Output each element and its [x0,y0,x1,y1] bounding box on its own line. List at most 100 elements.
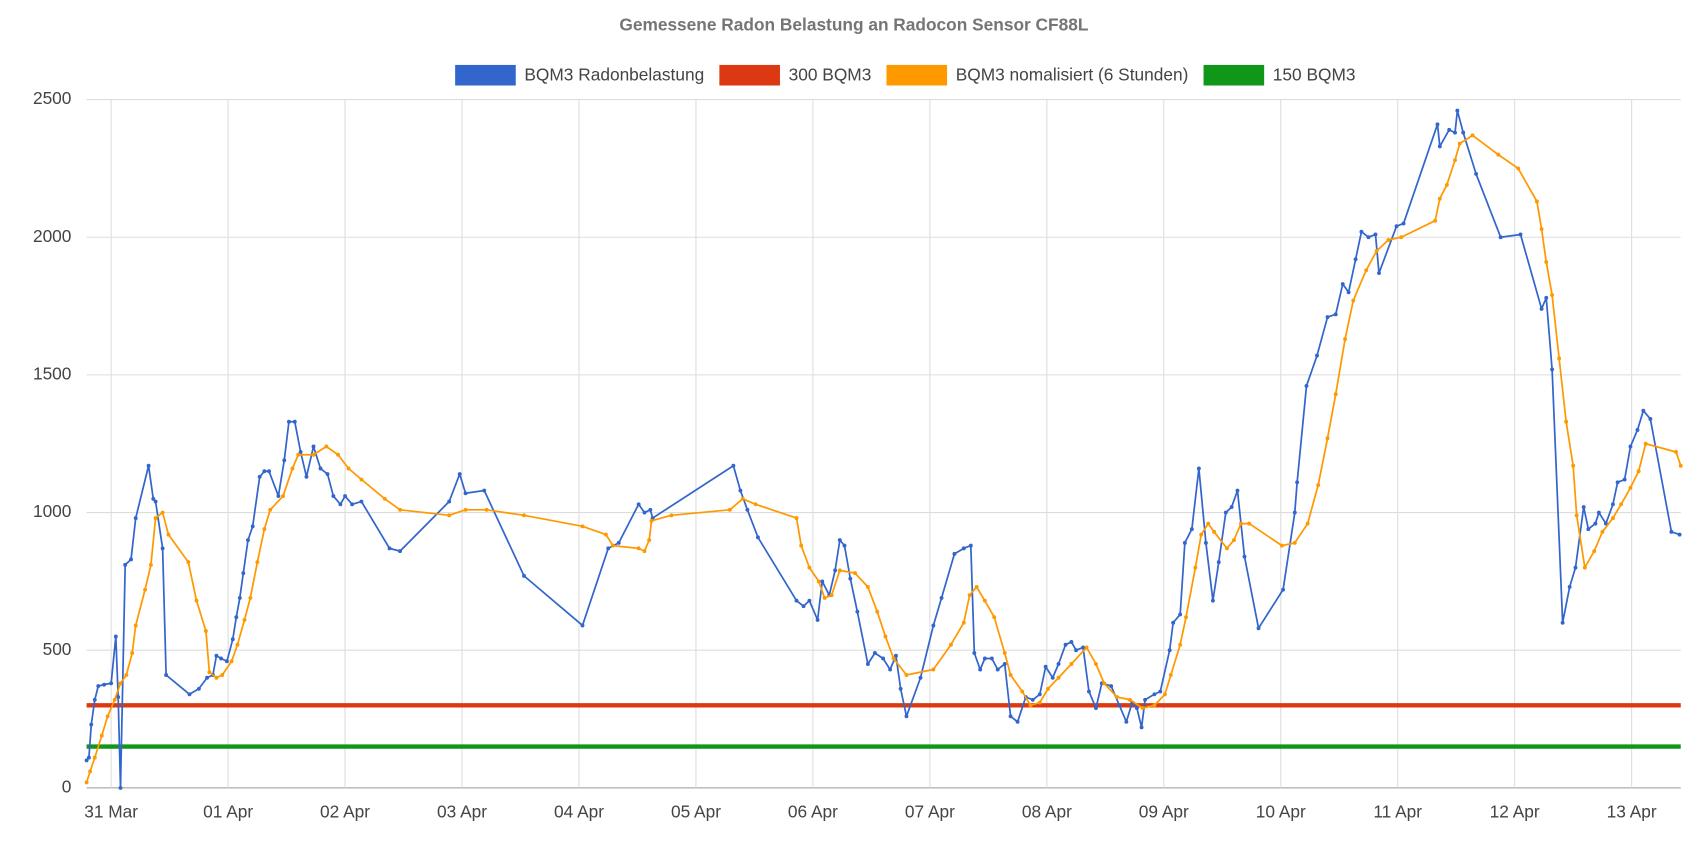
data-point [318,466,323,471]
data-point [1124,719,1129,724]
data-point [1359,229,1364,234]
data-point [918,675,923,680]
data-point [978,667,983,672]
data-point [203,629,208,633]
data-point [129,557,133,562]
data-point [234,615,239,620]
data-point [133,623,138,628]
plot-area [84,108,1683,790]
data-point [118,785,123,790]
data-point [1086,689,1091,694]
data-point [96,684,101,688]
data-point [669,513,674,518]
data-point [967,593,972,598]
x-tick-label: 11 Apr [1373,801,1422,821]
legend-item[interactable]: 300 BQM3 [719,64,871,86]
data-point [603,532,608,537]
legend-item[interactable]: BQM3 Radonbelastung [455,64,704,86]
data-point [1333,392,1338,397]
data-point [865,584,870,589]
data-point [1279,543,1284,548]
data-point [1206,521,1211,526]
x-tick-label: 31 Mar [84,801,138,821]
data-point [855,609,860,614]
data-point [1225,546,1229,551]
data-point [1056,675,1061,680]
data-point [1628,485,1633,490]
data-point [872,651,877,655]
data-point [286,419,291,424]
y-tick-label: 500 [43,639,72,659]
data-point [1636,469,1641,474]
data-point [1002,662,1007,666]
data-point [343,494,348,498]
data-point [1084,645,1089,650]
data-point [1582,565,1587,570]
data-point [1498,235,1503,240]
data-point [1622,477,1627,482]
data-point [1030,697,1035,702]
data-point [1433,218,1438,223]
data-point [1333,312,1338,317]
data-point [1610,516,1615,521]
data-point [1008,714,1013,719]
data-point [214,653,219,658]
legend-swatch [1203,64,1265,86]
data-point [1437,196,1442,201]
legend-swatch [886,64,948,86]
data-point [1366,235,1371,240]
data-point [148,562,153,567]
data-point [89,722,94,727]
data-point [961,546,966,551]
data-point [931,667,936,672]
data-point [1223,510,1228,515]
data-point [350,502,355,507]
data-point [359,499,364,504]
data-point [982,656,987,661]
data-point [794,598,799,603]
data-point [1115,695,1119,699]
data-point [298,450,303,454]
data-point [92,697,97,702]
data-point [262,469,267,474]
chart-title: Gemessene Radon Belastung an Radocon Sen… [619,15,1088,35]
data-point [982,598,987,603]
data-point [820,579,825,584]
data-point [1216,560,1221,565]
data-point [331,494,336,498]
data-point [606,546,611,551]
data-point [382,496,387,501]
data-point [1600,529,1605,534]
data-point [1292,510,1297,515]
data-point [1610,502,1615,507]
data-point [1539,306,1544,311]
data-line [85,134,1682,783]
data-point [883,634,888,639]
data-point [1094,662,1098,666]
data-point [961,620,966,625]
data-point [1669,529,1674,534]
data-point [1037,700,1042,705]
data-point [580,623,585,628]
data-point [755,535,760,540]
data-point [1028,703,1033,708]
data-point [304,474,309,479]
data-point [1127,697,1132,702]
data-point [1615,480,1620,485]
data-point [1158,689,1163,694]
data-point [1178,642,1183,647]
data-point [853,571,857,576]
data-point [1178,612,1183,617]
data-point [1592,549,1597,554]
data-point [1043,664,1048,669]
legend-item[interactable]: BQM3 nomalisiert (6 Stunden) [886,64,1188,86]
legend-item[interactable]: 150 BQM3 [1203,64,1356,86]
legend-swatch [719,64,780,86]
data-point [799,543,804,548]
data-point [1567,584,1572,589]
data-point [875,609,880,614]
data-point [1678,463,1683,468]
data-point [1229,505,1234,510]
